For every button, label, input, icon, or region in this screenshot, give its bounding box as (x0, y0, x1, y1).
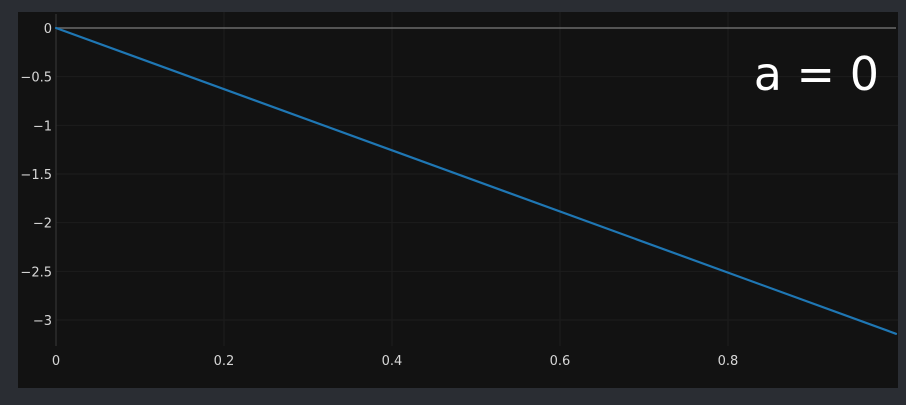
x-tick-label: 0.2 (214, 354, 235, 369)
y-tick-label: −3 (33, 314, 52, 329)
plot-panel (18, 12, 898, 388)
y-axis-tick-labels: 0 −0.5 −1 −1.5 −2 −2.5 −3 (20, 22, 52, 329)
x-tick-label: 0.8 (718, 354, 739, 369)
x-tick-label: 0.6 (550, 354, 571, 369)
x-axis-tick-labels: 0 0.2 0.4 0.6 0.8 (52, 354, 738, 369)
y-tick-label: −0.5 (20, 71, 52, 86)
y-tick-label: −2 (33, 217, 52, 232)
series-layer (54, 26, 898, 335)
x-tick-label: 0 (52, 354, 60, 369)
y-tick-label: −2.5 (20, 265, 52, 280)
y-tick-label: 0 (44, 22, 52, 37)
parameter-annotation: a = 0 (754, 47, 879, 101)
x-tick-label: 0.4 (382, 354, 403, 369)
y-tick-label: −1 (33, 119, 52, 134)
gridlines (56, 12, 898, 346)
series-line (54, 26, 898, 335)
y-tick-label: −1.5 (20, 168, 52, 183)
